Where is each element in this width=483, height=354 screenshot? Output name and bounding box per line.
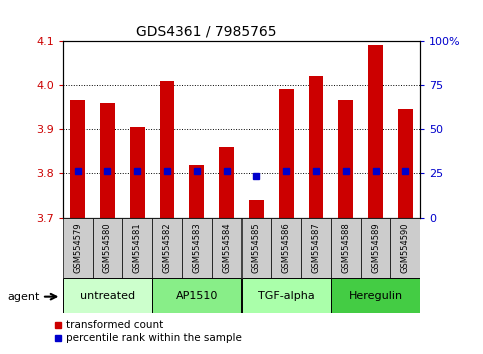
Bar: [100, 103, 115, 218]
Text: Heregulin: Heregulin: [348, 291, 403, 301]
Text: GSM554582: GSM554582: [163, 222, 171, 273]
Bar: [331, 218, 361, 278]
Text: TGF-alpha: TGF-alpha: [258, 291, 314, 301]
Bar: [152, 278, 242, 313]
Text: AP1510: AP1510: [176, 291, 218, 301]
Bar: [122, 218, 152, 278]
Bar: [212, 218, 242, 278]
Bar: [309, 76, 324, 218]
Legend: transformed count, percentile rank within the sample: transformed count, percentile rank withi…: [54, 320, 242, 343]
Text: GSM554589: GSM554589: [371, 222, 380, 273]
Text: GSM554583: GSM554583: [192, 222, 201, 273]
Bar: [398, 109, 413, 218]
Bar: [159, 81, 174, 218]
Bar: [390, 218, 420, 278]
Text: GSM554580: GSM554580: [103, 222, 112, 273]
Bar: [242, 218, 271, 278]
Text: GSM554586: GSM554586: [282, 222, 291, 273]
Bar: [249, 200, 264, 218]
Bar: [361, 218, 390, 278]
Text: untreated: untreated: [80, 291, 135, 301]
Bar: [271, 218, 301, 278]
Text: GSM554581: GSM554581: [133, 222, 142, 273]
Bar: [70, 101, 85, 218]
Text: GSM554590: GSM554590: [401, 223, 410, 273]
Text: GSM554584: GSM554584: [222, 222, 231, 273]
Text: GSM554585: GSM554585: [252, 222, 261, 273]
Bar: [331, 278, 420, 313]
Bar: [338, 101, 353, 218]
Bar: [301, 218, 331, 278]
Text: agent: agent: [7, 292, 40, 302]
Bar: [279, 90, 294, 218]
Bar: [368, 45, 383, 218]
Bar: [182, 218, 212, 278]
Text: GSM554579: GSM554579: [73, 222, 82, 273]
Text: GSM554587: GSM554587: [312, 222, 320, 273]
Bar: [219, 147, 234, 218]
Bar: [152, 218, 182, 278]
Bar: [63, 278, 152, 313]
Bar: [242, 278, 331, 313]
Text: GSM554588: GSM554588: [341, 222, 350, 273]
Bar: [189, 165, 204, 218]
Title: GDS4361 / 7985765: GDS4361 / 7985765: [136, 24, 276, 38]
Bar: [130, 127, 145, 218]
Bar: [93, 218, 122, 278]
Bar: [63, 218, 93, 278]
